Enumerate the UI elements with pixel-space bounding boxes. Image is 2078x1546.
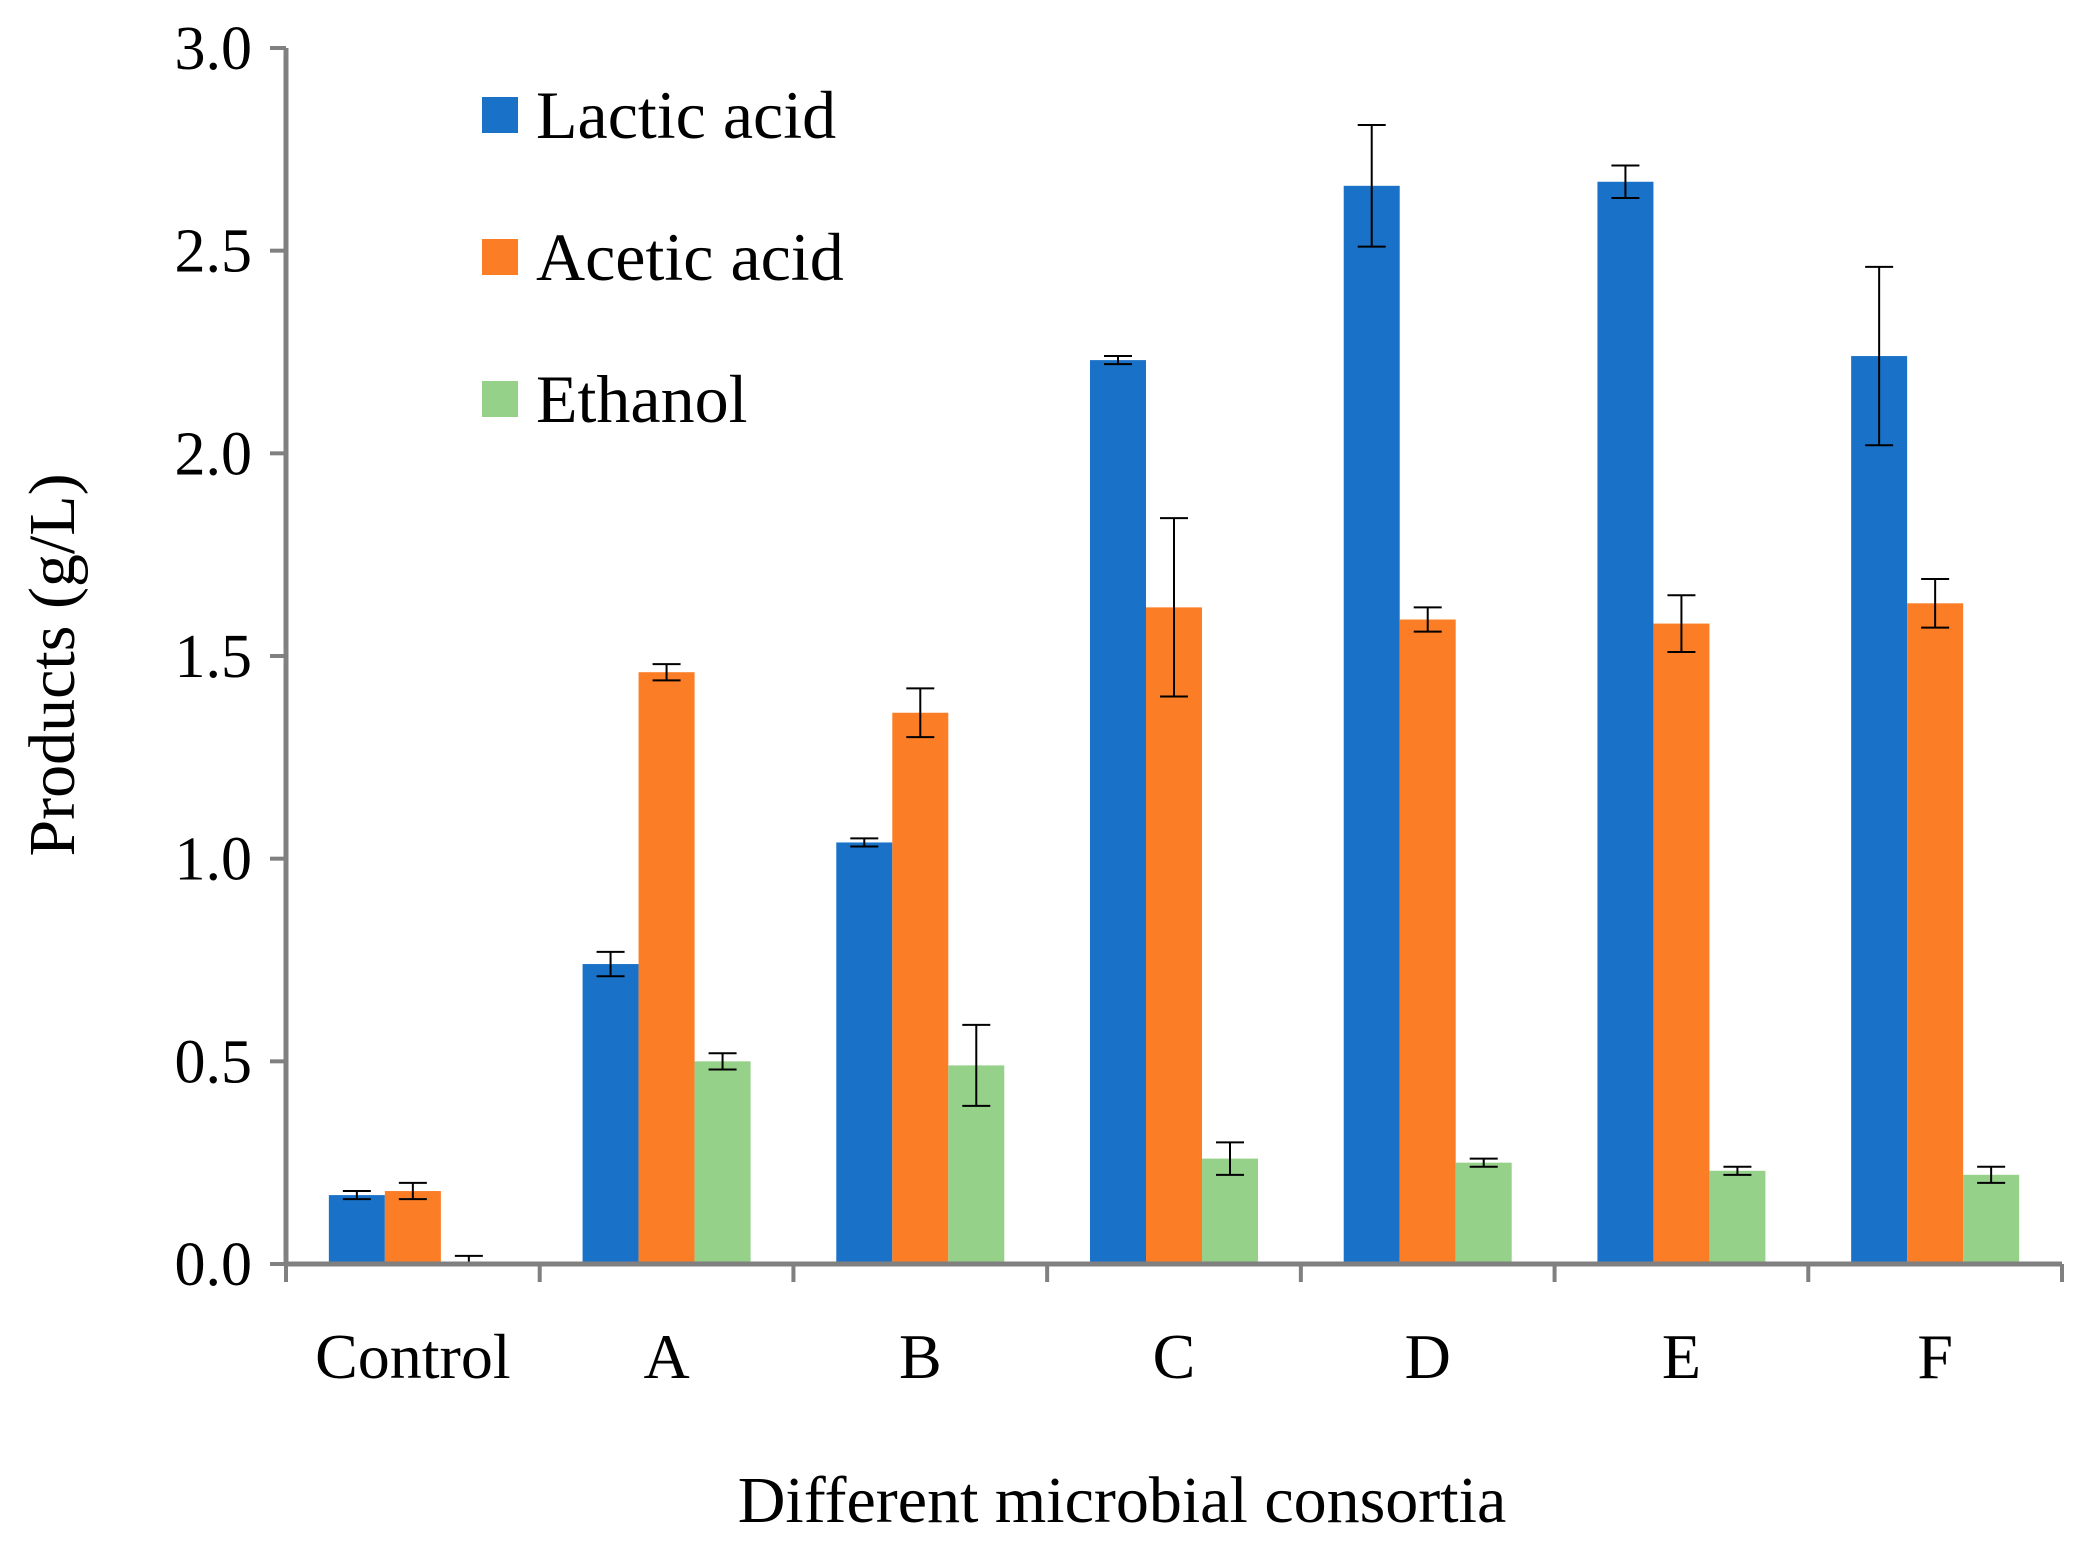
legend-label: Acetic acid [536,219,844,295]
x-category-label: A [643,1321,689,1392]
error-bar [906,687,935,739]
error-bar [652,663,681,682]
error-bar [1469,1157,1498,1168]
legend-swatch [482,97,518,133]
bar [638,672,695,1264]
series-acetic-acid [384,517,1964,1264]
bar [1851,356,1908,1264]
legend-item: Acetic acid [482,219,844,295]
legend-label: Ethanol [536,361,748,437]
legend-item: Lactic acid [482,77,836,153]
error-bar [1667,594,1696,653]
x-axis: Control A B C D E F [284,1261,2064,1392]
y-tick-label: 0.5 [175,1028,253,1096]
y-tick-label: 1.0 [175,826,253,894]
y-axis-title: Products (g/L) [16,473,89,856]
x-category-label: B [899,1321,942,1392]
error-bar [1413,606,1442,633]
x-category-label: C [1153,1321,1196,1392]
bar [1907,603,1964,1264]
bar [836,842,893,1264]
y-tick-label: 2.5 [175,218,253,286]
error-bar [1865,265,1894,447]
y-tick-label: 2.0 [175,420,253,488]
error-bar [1357,124,1386,248]
error-bar [708,1052,737,1071]
error-bar [1977,1165,2006,1184]
error-bar [1921,577,1950,629]
x-category-label: Control [315,1321,511,1392]
plot-area [328,124,2020,1265]
error-bar [1104,355,1132,366]
bar [1146,607,1202,1264]
error-bar [342,1190,371,1201]
bar [892,712,949,1264]
x-axis-title: Different microbial consortia [738,1464,1507,1537]
error-bar [850,837,879,848]
error-bar [962,1023,991,1107]
x-category-label: D [1405,1321,1451,1392]
bar [384,1191,441,1264]
y-tick-label: 1.5 [175,623,253,691]
error-bar [1723,1165,1752,1176]
legend-swatch [482,381,518,417]
y-tick-label: 0.0 [175,1231,253,1299]
bar [1455,1162,1512,1264]
error-bar [1160,517,1188,698]
bar [1202,1158,1258,1264]
x-category-label: F [1917,1321,1953,1392]
legend: Lactic acid Acetic acid Ethanol [482,77,844,437]
error-bar [1216,1141,1244,1176]
bar [1963,1174,2020,1264]
error-bar [398,1181,427,1201]
bar [1090,360,1146,1264]
bar [582,964,639,1264]
legend-swatch [482,239,518,275]
legend-label: Lactic acid [536,77,836,153]
bar [1399,619,1456,1264]
error-bar [596,950,625,978]
bar [328,1195,385,1264]
series-lactic-acid [328,124,1908,1264]
y-tick-label: 3.0 [175,15,253,83]
bar [1343,185,1400,1264]
bar [1709,1170,1766,1264]
bar [1653,623,1710,1264]
series-ethanol [454,1023,2020,1265]
bar [1597,181,1654,1264]
legend-item: Ethanol [482,361,748,437]
error-bar [1611,164,1640,199]
x-category-label: E [1662,1321,1701,1392]
y-axis: 0.0 0.5 1.0 1.5 2.0 2.5 3.0 [175,15,289,1299]
bar [694,1061,751,1264]
